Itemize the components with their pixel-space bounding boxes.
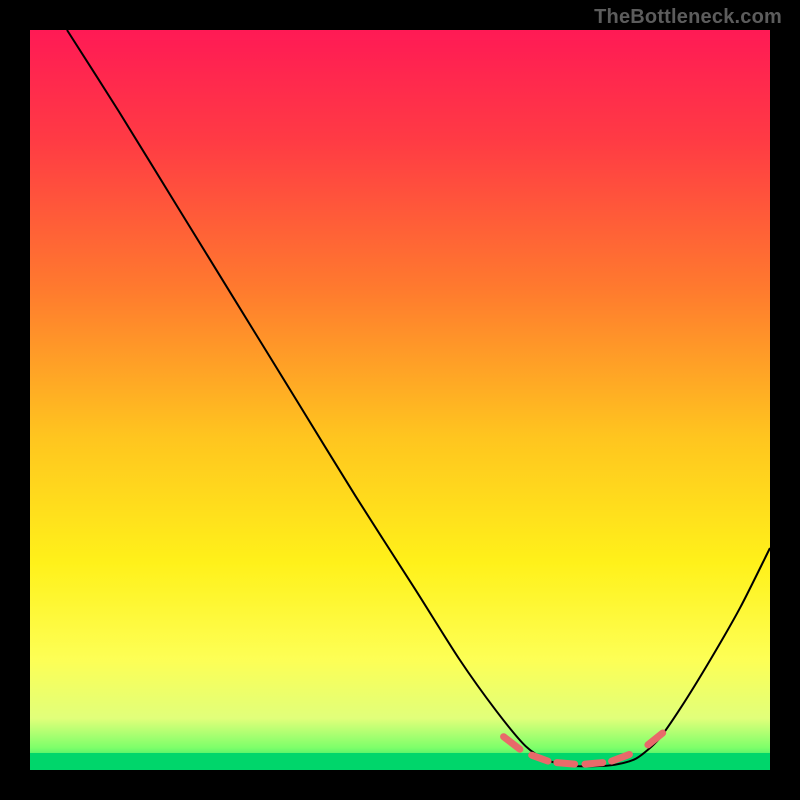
watermark-text: TheBottleneck.com [594, 6, 782, 29]
minimum-marker-dash [585, 763, 603, 764]
green-floor-band [30, 753, 770, 770]
bottleneck-chart [0, 0, 800, 800]
chart-container: TheBottleneck.com [0, 0, 800, 800]
minimum-marker-dash [557, 763, 575, 764]
plot-area [30, 30, 770, 770]
